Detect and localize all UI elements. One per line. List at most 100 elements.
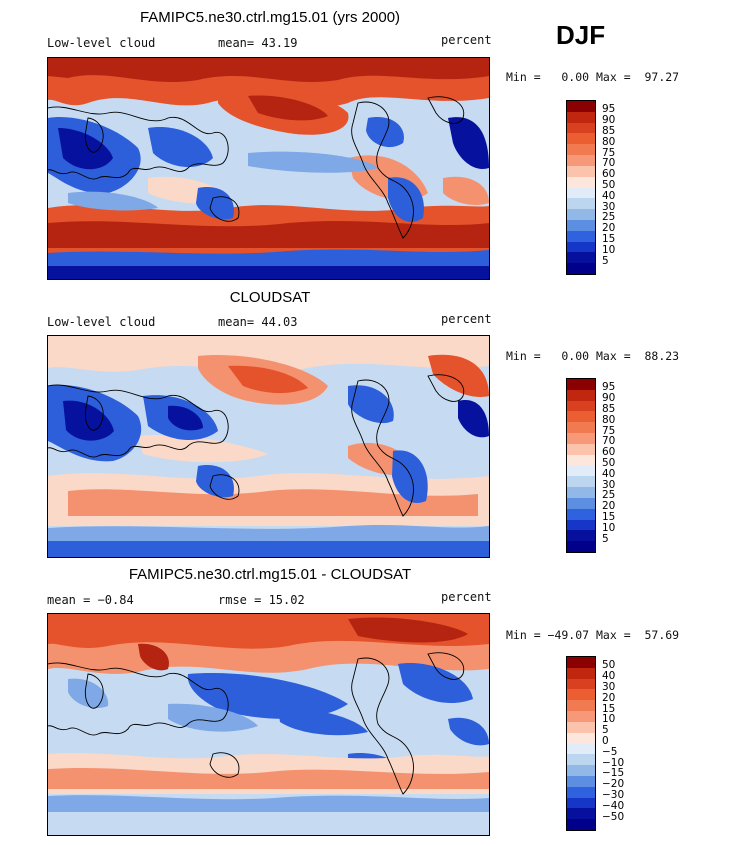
panel1-colorbar-swatch (567, 241, 595, 253)
panel2-level-label: 50 (602, 457, 616, 469)
panel2-level-label: 15 (602, 511, 616, 523)
panel2-colorbar-swatch (567, 497, 595, 509)
panel2-colorbar-swatch (567, 508, 595, 520)
panel2-colorbar-swatch (567, 530, 595, 542)
panel3-colorbar-swatch (567, 754, 595, 766)
panel3-colorbar-swatch (567, 775, 595, 787)
panel1-colorbar-swatch (567, 155, 595, 166)
panel2-level-label: 60 (602, 446, 616, 459)
panel3-level-label: 20 (602, 691, 616, 704)
panel1-colorbar-swatch (567, 111, 595, 123)
panel2-colorbar-swatch (567, 454, 595, 466)
panel3-level-label: 5 (602, 724, 609, 737)
panel3-level-label: −50 (602, 810, 625, 823)
panel2-level-label: 85 (602, 403, 616, 415)
panel3-level-label: 0 (602, 735, 609, 747)
panel3-title: FAMIPC5.ne30.ctrl.mg15.01 - CLOUDSAT (128, 566, 412, 583)
panel1-map (47, 57, 490, 280)
panel1-level-label: 15 (602, 233, 616, 245)
panel1-level-label: 90 (602, 114, 616, 127)
season-label: DJF (556, 20, 606, 50)
panel1-colorbar-swatch (567, 165, 595, 177)
panel3-colorbar-swatch (567, 765, 595, 776)
panel3-level-label: −20 (602, 778, 625, 791)
panel3-map-field (48, 614, 489, 835)
panel3-rmse-label: rmse = 15.02 (218, 593, 305, 607)
panel1-units-label: percent (441, 33, 492, 47)
panel2-colorbar-swatch (567, 433, 595, 444)
panel3-units-label: percent (441, 590, 492, 604)
panel1-colorbar-swatch (567, 101, 595, 112)
panel2-colorbar-swatch (567, 422, 595, 434)
panel1-variable-label: Low-level cloud (47, 36, 156, 50)
panel3-colorbar-swatch (567, 743, 595, 755)
panel2-colorbar-swatch (567, 476, 595, 488)
panel3-level-label: −15 (602, 767, 625, 780)
panel1-level-label: 75 (602, 146, 616, 159)
panel2-level-label: 5 (602, 532, 609, 545)
panel2-colorbar (566, 378, 596, 553)
panel3-level-label: 40 (602, 670, 616, 683)
panel1-level-label: 30 (602, 200, 616, 213)
panel1-minmax: Min = 0.00 Max = 97.27 (506, 70, 680, 84)
panel2-level-label: 75 (602, 424, 616, 437)
panel3-level-label: 15 (602, 702, 616, 715)
panel2-title: CLOUDSAT (229, 289, 311, 306)
panel1-colorbar-swatch (567, 176, 595, 188)
panel1-level-label: 60 (602, 168, 616, 181)
panel2-colorbar-swatch (567, 443, 595, 455)
panel2-units-label: percent (441, 312, 492, 326)
panel1-level-label: 50 (602, 179, 616, 191)
panel2-colorbar-swatch (567, 411, 595, 423)
panel1-level-label: 95 (602, 103, 616, 116)
panel2-colorbar-swatch (567, 519, 595, 531)
panel1-level-label: 80 (602, 135, 616, 148)
panel2-colorbar-swatch (567, 465, 595, 477)
panel3-level-label: 10 (602, 713, 616, 726)
panel3-colorbar-swatch (567, 819, 595, 830)
panel1-level-label: 10 (602, 243, 616, 256)
panel2-level-label: 95 (602, 381, 616, 394)
panel3-map (47, 613, 490, 836)
panel2-level-label: 40 (602, 467, 616, 480)
panel3-colorbar-swatch (567, 678, 595, 690)
panel3-colorbar-swatch (567, 657, 595, 668)
panel2-map (47, 335, 490, 558)
panel1-colorbar-swatch (567, 252, 595, 264)
panel3-level-label: 50 (602, 659, 616, 672)
panel1-colorbar-swatch (567, 133, 595, 145)
panel1-colorbar-swatch (567, 209, 595, 220)
panel1-level-label: 70 (602, 157, 616, 170)
panel3-minmax: Min = −49.07 Max = 57.69 (506, 628, 680, 642)
panel1-mean-label: mean= 43.19 (218, 36, 298, 50)
panel2-level-label: 25 (602, 489, 616, 502)
panel3-colorbar-swatch (567, 700, 595, 712)
panel2-map-field (48, 336, 489, 557)
panel3-colorbar-swatch (567, 721, 595, 733)
panel1-level-label: 85 (602, 125, 616, 137)
panel2-colorbar-swatch (567, 487, 595, 498)
panel2-mean-label: mean= 44.03 (218, 315, 298, 329)
panel3-level-label: −30 (602, 789, 625, 801)
panel3-level-label: −5 (602, 745, 618, 758)
panel3-level-label: 30 (602, 681, 616, 693)
panel2-level-label: 20 (602, 500, 616, 513)
panel2-colorbar-swatch (567, 400, 595, 412)
panel1-colorbar-swatch (567, 263, 595, 274)
panel1-colorbar-swatch (567, 219, 595, 231)
panel2-level-label: 10 (602, 521, 616, 534)
panel2-level-label: 30 (602, 478, 616, 491)
panel2-level-label: 80 (602, 413, 616, 426)
panel1-level-label: 40 (602, 189, 616, 202)
panel1-level-label: 5 (602, 254, 609, 267)
panel1-colorbar-labels: 95 90 85 80 75 70 60 50 40 30 25 20 15 1… (602, 100, 642, 273)
panel1-colorbar-swatch (567, 144, 595, 156)
panel3-colorbar-swatch (567, 732, 595, 744)
panel1-colorbar-swatch (567, 187, 595, 199)
panel3-colorbar-swatch (567, 808, 595, 820)
panel1-level-label: 20 (602, 222, 616, 235)
panel3-colorbar-swatch (567, 711, 595, 722)
panel1-colorbar-swatch (567, 122, 595, 134)
panel2-level-label: 70 (602, 435, 616, 448)
panel3-level-label: −40 (602, 799, 625, 812)
